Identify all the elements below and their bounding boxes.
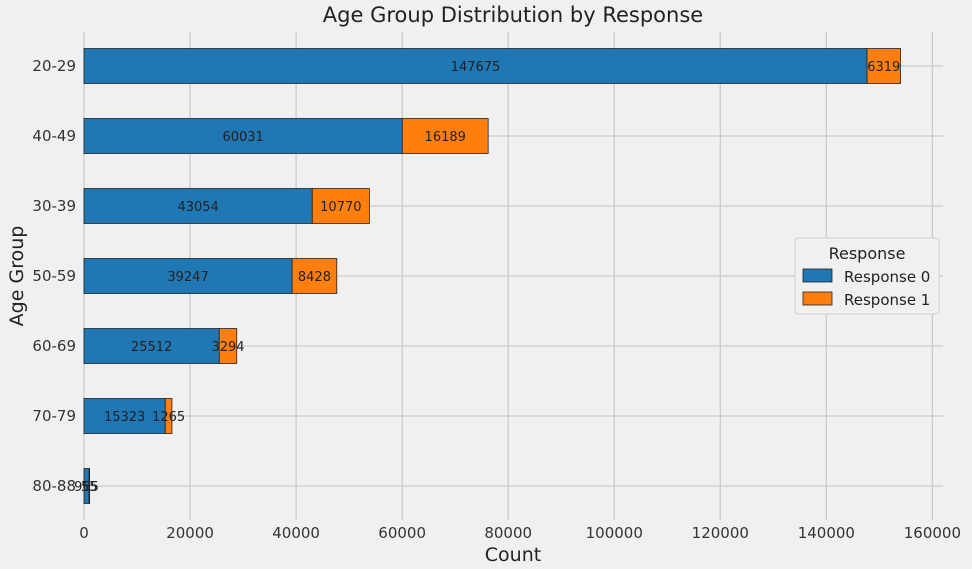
bar-50-59-response-1 bbox=[291, 258, 338, 294]
bar-60-69-response-1 bbox=[218, 328, 238, 364]
y-axis-label: Age Group bbox=[6, 226, 28, 327]
y-tick-label: 70-79 bbox=[32, 407, 76, 425]
y-tick-label: 40-49 bbox=[32, 127, 76, 145]
bar-value-label: 147675 bbox=[451, 60, 501, 75]
legend-swatch-response-0 bbox=[802, 268, 833, 283]
y-tick-label: 80-88 bbox=[32, 477, 76, 495]
bar-40-49-response-1 bbox=[401, 118, 489, 154]
y-tick-labels: 20-29 40-49 30-39 50-59 60-69 70-79 80-88 bbox=[32, 57, 76, 495]
x-tick-labels: 0 20000 40000 60000 80000 100000 120000 140000 1… bbox=[79, 524, 961, 542]
bar-30-39-response-1 bbox=[311, 188, 370, 224]
bar-value-label: 10770 bbox=[320, 200, 361, 215]
bar-20-29-response-1 bbox=[866, 48, 901, 84]
legend-label-response-0: Response 0 bbox=[844, 268, 930, 286]
bar-value-label: 965 bbox=[74, 480, 99, 495]
x-tick-label: 120000 bbox=[692, 524, 749, 542]
bar-value-label: 39247 bbox=[167, 270, 208, 285]
bar-value-label: 1265 bbox=[152, 410, 185, 425]
bar-30-39-response-0 bbox=[83, 188, 313, 224]
bar-70-79-response-0 bbox=[83, 398, 166, 434]
bar-value-label: 60031 bbox=[222, 130, 263, 145]
legend-swatch-response-1 bbox=[802, 291, 833, 306]
x-tick-label: 140000 bbox=[798, 524, 855, 542]
legend: Response Response 0 Response 1 bbox=[794, 237, 940, 315]
y-tick-label: 50-59 bbox=[32, 267, 76, 285]
chart-title: Age Group Distribution by Response bbox=[323, 3, 703, 27]
y-tick-label: 60-69 bbox=[32, 337, 76, 355]
bar-labels: 147675 6319 60031 16189 43054 10770 39247 8428 2… bbox=[74, 60, 900, 495]
y-tick-label: 20-29 bbox=[32, 57, 76, 75]
bar-70-79-response-1 bbox=[164, 398, 173, 434]
bar-value-label: 43054 bbox=[177, 200, 218, 215]
x-tick-label: 160000 bbox=[904, 524, 961, 542]
y-tick-label: 30-39 bbox=[32, 197, 76, 215]
bar-value-label: 6319 bbox=[867, 60, 900, 75]
x-tick-label: 0 bbox=[79, 524, 89, 542]
bar-value-label: 55 bbox=[81, 480, 98, 495]
x-tick-label: 100000 bbox=[586, 524, 643, 542]
bar-value-label: 15323 bbox=[104, 410, 145, 425]
legend-title: Response bbox=[829, 244, 906, 263]
bar-value-label: 8428 bbox=[298, 270, 331, 285]
bar-50-59-response-0 bbox=[83, 258, 293, 294]
x-tick-label: 40000 bbox=[272, 524, 320, 542]
bar-value-label: 3294 bbox=[211, 340, 244, 355]
legend-label-response-1: Response 1 bbox=[844, 291, 930, 309]
bars bbox=[83, 48, 901, 504]
bar-60-69-response-0 bbox=[83, 328, 220, 364]
bar-value-label: 25512 bbox=[131, 340, 172, 355]
bar-value-label: 16189 bbox=[425, 130, 466, 145]
x-tick-label: 80000 bbox=[484, 524, 532, 542]
x-tick-label: 20000 bbox=[166, 524, 214, 542]
x-axis-label: Count bbox=[485, 544, 541, 566]
x-tick-label: 60000 bbox=[378, 524, 426, 542]
bar-40-49-response-0 bbox=[83, 118, 403, 154]
bar-80-88-response-1 bbox=[88, 468, 91, 504]
bar-20-29-response-0 bbox=[83, 48, 868, 84]
